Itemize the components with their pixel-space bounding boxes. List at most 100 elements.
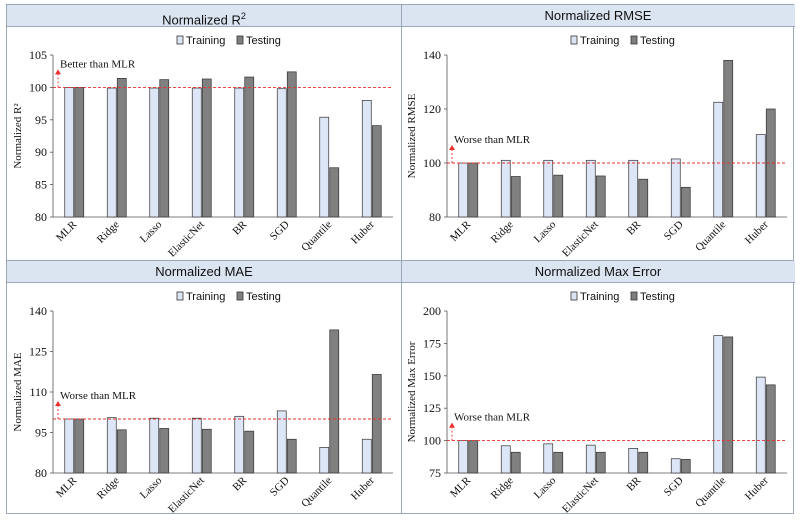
y-tick-label: 125 bbox=[29, 345, 47, 359]
annotation-text: Worse than MLR bbox=[60, 390, 137, 402]
annotation-arrow-head bbox=[449, 422, 455, 428]
bar-training bbox=[628, 448, 639, 474]
bar-testing bbox=[468, 162, 479, 218]
bar-testing bbox=[371, 374, 382, 474]
bar-testing bbox=[765, 384, 776, 474]
bar-testing bbox=[371, 125, 382, 218]
bar-training bbox=[585, 159, 596, 218]
bar-testing bbox=[244, 76, 255, 218]
legend-label-testing: Testing bbox=[246, 291, 281, 303]
x-tick-label: SGD bbox=[662, 219, 686, 243]
legend-swatch-training bbox=[176, 291, 184, 301]
legend-label-training: Training bbox=[186, 35, 225, 47]
bar-testing bbox=[74, 87, 85, 218]
y-tick-label: 200 bbox=[423, 304, 441, 318]
bar-testing bbox=[723, 336, 734, 474]
bar-testing bbox=[723, 60, 734, 218]
legend-swatch-testing bbox=[236, 291, 244, 301]
x-tick-label: Lasso bbox=[532, 218, 559, 245]
legend-swatch-testing bbox=[236, 35, 244, 45]
panel-title-max-error: Normalized Max Error bbox=[401, 261, 795, 283]
y-axis-title: Normalized MAE bbox=[12, 352, 24, 431]
y-axis-title: Normalized R² bbox=[12, 103, 24, 169]
bar-training bbox=[64, 87, 75, 218]
horizontal-divider bbox=[7, 260, 793, 261]
bar-training bbox=[234, 87, 245, 218]
bar-training bbox=[276, 88, 287, 218]
legend-label-training: Training bbox=[580, 35, 619, 47]
x-tick-label: ElasticNet bbox=[560, 475, 601, 516]
x-tick-label: Huber bbox=[349, 474, 377, 502]
legend-swatch-training bbox=[176, 35, 184, 45]
x-tick-label: SGD bbox=[662, 475, 686, 499]
y-tick-label: 100 bbox=[423, 156, 441, 170]
annotation-text: Better than MLR bbox=[60, 58, 136, 70]
legend-label-testing: Testing bbox=[640, 35, 675, 47]
bar-training bbox=[543, 159, 554, 218]
x-tick-label: Ridge bbox=[95, 475, 122, 502]
bar-testing bbox=[553, 174, 564, 218]
x-tick-label: Quantile bbox=[299, 219, 334, 254]
bar-training bbox=[361, 100, 372, 218]
y-tick-label: 110 bbox=[29, 385, 47, 399]
x-tick-label: SGD bbox=[268, 219, 292, 243]
y-tick-label: 75 bbox=[429, 466, 441, 480]
chart-mae: Training Testing 80 95 110 125 140 Normalized M… bbox=[12, 291, 393, 516]
y-tick-label: 175 bbox=[423, 336, 441, 350]
bar-testing bbox=[680, 186, 691, 218]
bar-training bbox=[319, 116, 330, 218]
x-tick-label: ElasticNet bbox=[166, 219, 207, 260]
bar-training bbox=[234, 415, 245, 474]
y-tick-label: 140 bbox=[423, 48, 441, 62]
panel-max-error: Normalized Max Error Training Testing 75 10… bbox=[401, 261, 795, 516]
x-tick-label: MLR bbox=[448, 218, 474, 244]
bar-training bbox=[458, 440, 469, 474]
bar-training bbox=[64, 418, 75, 474]
x-tick-label: MLR bbox=[448, 474, 474, 500]
x-tick-label: BR bbox=[231, 218, 250, 237]
panel-r2: Normalized R2 Training Testing 80 85 90 95 100… bbox=[7, 5, 401, 260]
y-axis-title: Normalized Max Error bbox=[406, 341, 418, 442]
bar-training bbox=[191, 87, 202, 218]
x-tick-label: Huber bbox=[743, 218, 771, 246]
bar-testing bbox=[159, 428, 170, 474]
y-tick-label: 120 bbox=[423, 102, 441, 116]
bar-training bbox=[500, 159, 511, 218]
bar-testing bbox=[680, 459, 691, 474]
y-tick-label: 95 bbox=[35, 113, 47, 127]
bar-training bbox=[276, 410, 287, 474]
annotation-text: Worse than MLR bbox=[454, 134, 531, 146]
y-tick-label: 105 bbox=[29, 48, 47, 62]
bar-training bbox=[713, 335, 724, 474]
y-tick-label: 140 bbox=[29, 304, 47, 318]
bar-testing bbox=[638, 451, 649, 474]
y-tick-label: 125 bbox=[423, 401, 441, 415]
panel-mae: Normalized MAE Training Testing 80 95 110 125… bbox=[7, 261, 401, 516]
x-tick-label: Ridge bbox=[95, 219, 122, 246]
y-tick-label: 80 bbox=[35, 466, 47, 480]
bar-training bbox=[670, 158, 681, 218]
x-tick-label: MLR bbox=[54, 218, 80, 244]
legend-swatch-testing bbox=[630, 35, 638, 45]
bar-training bbox=[500, 445, 511, 474]
panel-title-mae: Normalized MAE bbox=[7, 261, 401, 283]
bar-testing bbox=[510, 176, 521, 218]
legend-swatch-training bbox=[570, 35, 578, 45]
x-tick-label: ElasticNet bbox=[166, 475, 207, 516]
x-tick-label: Quantile bbox=[693, 219, 728, 254]
y-tick-label: 100 bbox=[423, 434, 441, 448]
bar-training bbox=[755, 134, 766, 218]
bar-testing bbox=[638, 178, 649, 218]
chart-title: Normalized R bbox=[162, 12, 241, 28]
y-tick-label: 150 bbox=[423, 369, 441, 383]
bar-testing bbox=[74, 418, 85, 474]
bar-training bbox=[191, 417, 202, 474]
chart-r2: Training Testing 80 85 90 95 100 105 Normalized … bbox=[12, 35, 393, 260]
bar-training bbox=[319, 447, 330, 474]
bar-testing bbox=[116, 429, 127, 474]
legend-label-testing: Testing bbox=[246, 35, 281, 47]
chart-rmse: Training Testing 80 100 120 140 Normalized RMS… bbox=[406, 35, 787, 260]
bar-training bbox=[458, 162, 469, 218]
bar-testing bbox=[116, 77, 127, 218]
annotation-arrow-head bbox=[55, 69, 61, 75]
